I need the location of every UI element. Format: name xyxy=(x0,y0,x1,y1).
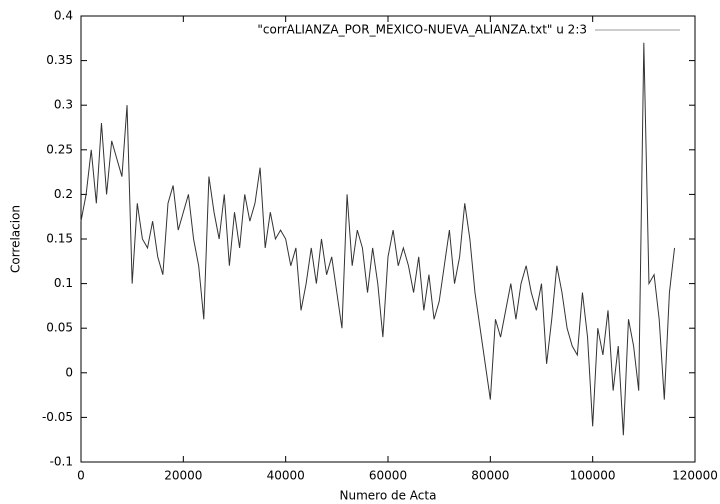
legend-label: "corrALIANZA_POR_MEXICO-NUEVA_ALIANZA.tx… xyxy=(257,23,587,37)
x-axis-label: Numero de Acta xyxy=(340,489,437,503)
x-tick-label: 100000 xyxy=(570,469,616,483)
y-tick-label: -0.05 xyxy=(42,410,73,424)
y-tick-label: 0.4 xyxy=(54,9,73,23)
x-tick-label: 60000 xyxy=(369,469,407,483)
y-tick-label: -0.1 xyxy=(50,455,73,469)
x-tick-label: 40000 xyxy=(267,469,305,483)
y-tick-label: 0 xyxy=(65,365,73,379)
y-tick-label: 0.15 xyxy=(46,232,73,246)
x-tick-label: 0 xyxy=(77,469,85,483)
x-tick-label: 80000 xyxy=(471,469,509,483)
series-line xyxy=(80,42,676,436)
plot-frame xyxy=(80,15,696,463)
y-tick-label: 0.25 xyxy=(46,142,73,156)
y-tick-label: 0.3 xyxy=(54,98,73,112)
x-tick-label: 20000 xyxy=(164,469,202,483)
y-tick-label: 0.05 xyxy=(46,321,73,335)
y-tick-label: 0.2 xyxy=(54,187,73,201)
y-axis-label: Correlacion xyxy=(9,205,23,273)
x-tick-label: 120000 xyxy=(672,469,718,483)
y-tick-label: 0.1 xyxy=(54,276,73,290)
y-tick-label: 0.35 xyxy=(46,53,73,67)
